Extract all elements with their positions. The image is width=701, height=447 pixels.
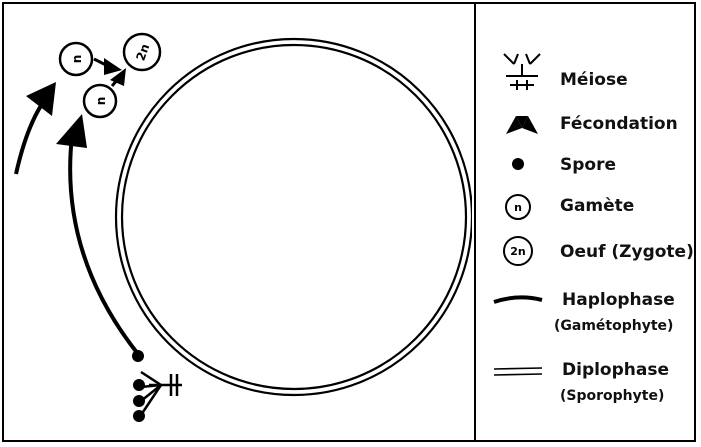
legend-meiose-label: Méiose	[560, 70, 628, 90]
diplophase-inner-line	[120, 43, 468, 391]
spore-3	[133, 395, 145, 407]
svg-text:2n: 2n	[510, 245, 526, 258]
diplophase-outer-line	[114, 37, 472, 397]
spore-4	[133, 410, 145, 422]
legend-gamete-label: Gamète	[560, 196, 635, 216]
diagram-frame: n n 2n Méiose Fécondation	[2, 2, 696, 442]
fecondation-arrow-2	[110, 68, 126, 86]
gamete-2: n	[82, 83, 118, 119]
outer-arrowhead	[26, 82, 56, 116]
svg-text:n: n	[514, 201, 522, 214]
outer-haplophase-arc	[14, 102, 44, 175]
haplophase-arrowhead	[56, 114, 87, 148]
haplophase-line-icon	[493, 295, 543, 304]
haplophase-arc	[68, 135, 140, 356]
legend-haplophase-sub-label: (Gamétophyte)	[554, 318, 674, 334]
zygote: 2n	[122, 32, 162, 72]
legend-spore-label: Spore	[560, 155, 617, 175]
meiose-icon	[503, 53, 541, 90]
fecondation-icon	[506, 116, 538, 134]
life-cycle-diagram: n n 2n	[14, 32, 472, 422]
svg-text:2n: 2n	[133, 42, 152, 63]
legend-diplophase-sub-label: (Sporophyte)	[560, 388, 665, 404]
legend-haplophase-label: Haplophase	[562, 290, 675, 310]
legend-fecondation-label: Fécondation	[560, 114, 678, 134]
meiose-symbol	[139, 370, 182, 416]
legend-divider	[474, 4, 476, 440]
gamete-1: n	[58, 41, 94, 77]
spore-1	[132, 350, 144, 362]
svg-text:n: n	[94, 97, 108, 106]
diplophase-line-icon	[493, 367, 543, 376]
fecondation-arrow-1	[104, 58, 122, 75]
gamete-icon: n	[505, 194, 531, 220]
zygote-icon: 2n	[503, 236, 533, 266]
spore-2	[133, 379, 145, 391]
legend-diplophase-label: Diplophase	[562, 360, 670, 380]
spore-icon	[512, 158, 524, 170]
svg-text:n: n	[70, 55, 84, 64]
legend-oeuf-label: Oeuf (Zygote)	[560, 242, 694, 262]
